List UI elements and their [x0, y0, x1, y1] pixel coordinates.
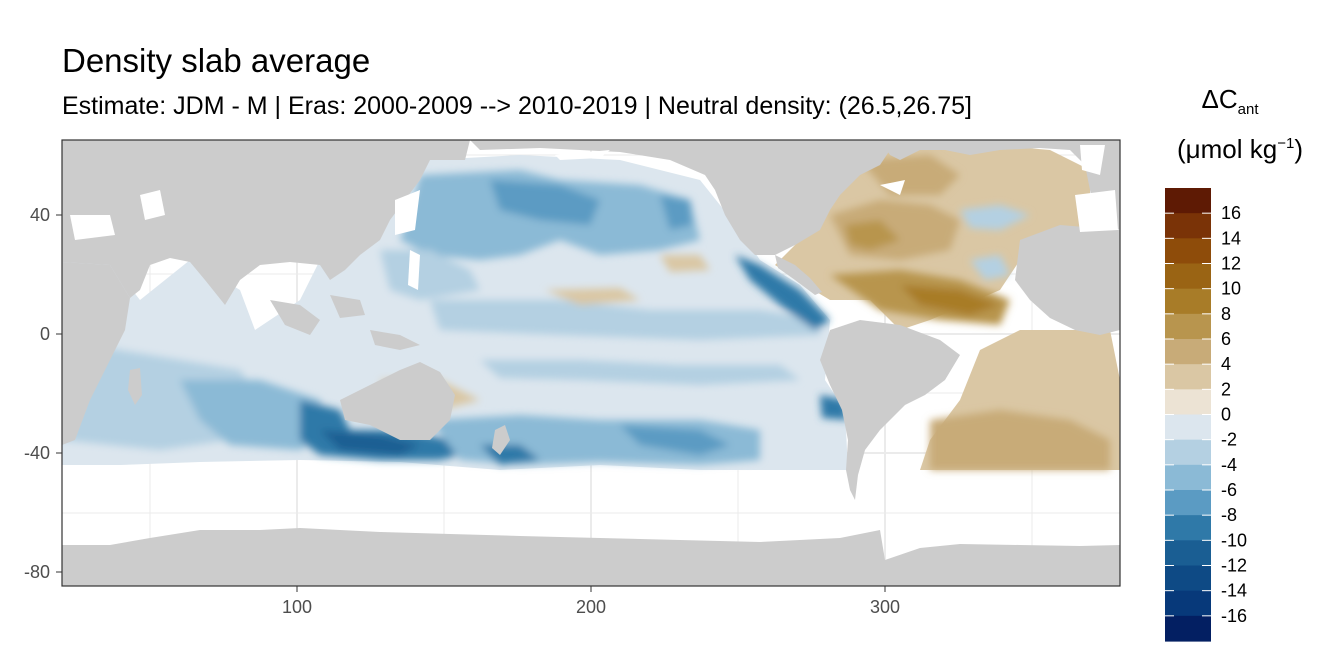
legend-color-step: [1165, 238, 1211, 265]
x-tick-label: 200: [576, 597, 606, 617]
land: [62, 140, 1120, 586]
x-axis: 100 200 300: [282, 586, 900, 617]
legend-unit-suffix: ): [1294, 134, 1303, 164]
y-tick-neg80: -80: [24, 562, 62, 582]
legend-label: -4: [1221, 455, 1237, 475]
legend-color-step: [1165, 313, 1211, 340]
y-axis: 40 0 -40 -80: [24, 205, 62, 582]
x-tick-label: 100: [282, 597, 312, 617]
legend-color-step: [1165, 288, 1211, 315]
legend-title: ΔCant: [1160, 84, 1300, 118]
legend-label: 10: [1221, 279, 1241, 299]
x-tick-100: 100: [282, 586, 312, 617]
y-tick-label: -80: [24, 562, 50, 582]
legend-color-step: [1165, 389, 1211, 416]
legend-label: 0: [1221, 405, 1231, 425]
legend-label: -8: [1221, 505, 1237, 525]
legend-color-step: [1165, 615, 1211, 642]
legend-color-step: [1165, 590, 1211, 617]
chart-title: Density slab average: [62, 42, 371, 79]
legend-unit: (μmol kg−1): [1160, 134, 1320, 165]
legend-title-main: ΔC: [1201, 84, 1238, 114]
y-tick-label: -40: [24, 443, 50, 463]
legend-labels: 16 14 12 10 8 6 4 2 0 -2 -4 -6 -8 -10 -12 -14 -16: [1221, 203, 1247, 626]
legend-color-step: [1165, 339, 1211, 365]
legend-color-step: [1165, 213, 1211, 239]
legend-color-step: [1165, 188, 1211, 214]
y-tick-0: 0: [40, 324, 62, 344]
legend-label: 14: [1221, 228, 1241, 248]
legend-label: 4: [1221, 354, 1231, 374]
legend-label: 16: [1221, 203, 1241, 223]
legend-label: 6: [1221, 329, 1231, 349]
legend-label: -10: [1221, 530, 1247, 550]
y-tick-label: 40: [30, 205, 50, 225]
x-tick-200: 200: [576, 586, 606, 617]
legend-label: 8: [1221, 304, 1231, 324]
legend-label: 2: [1221, 379, 1231, 399]
legend-title-sub: ant: [1237, 101, 1259, 118]
legend-color-step: [1165, 364, 1211, 390]
y-tick-40: 40: [30, 205, 62, 225]
legend-color-step: [1165, 490, 1211, 516]
x-tick-label: 300: [870, 597, 900, 617]
legend-unit-sup: −1: [1277, 135, 1295, 152]
legend-label: -12: [1221, 556, 1247, 576]
legend-label: 12: [1221, 254, 1241, 274]
x-tick-300: 300: [870, 586, 900, 617]
ocean-data-anomalies: [62, 155, 1110, 470]
legend-colorbar: [1165, 188, 1211, 642]
y-tick-neg40: -40: [24, 443, 62, 463]
legend-label: -6: [1221, 480, 1237, 500]
legend-color-step: [1165, 540, 1211, 567]
legend-label: -14: [1221, 581, 1247, 601]
map-panel: [62, 140, 1120, 586]
no-data-patches: [70, 145, 1118, 290]
legend-color-step: [1165, 565, 1211, 592]
legend-label: -16: [1221, 606, 1247, 626]
chart-subtitle: Estimate: JDM - M | Eras: 2000-2009 --> …: [62, 92, 972, 120]
legend-color-step: [1165, 515, 1211, 541]
legend-color-step: [1165, 414, 1211, 441]
y-tick-label: 0: [40, 324, 50, 344]
legend-color-step: [1165, 439, 1211, 466]
legend-label: -2: [1221, 430, 1237, 450]
legend-color-step: [1165, 263, 1211, 290]
legend-unit-prefix: (μmol kg: [1177, 134, 1278, 164]
legend-color-step: [1165, 464, 1211, 491]
